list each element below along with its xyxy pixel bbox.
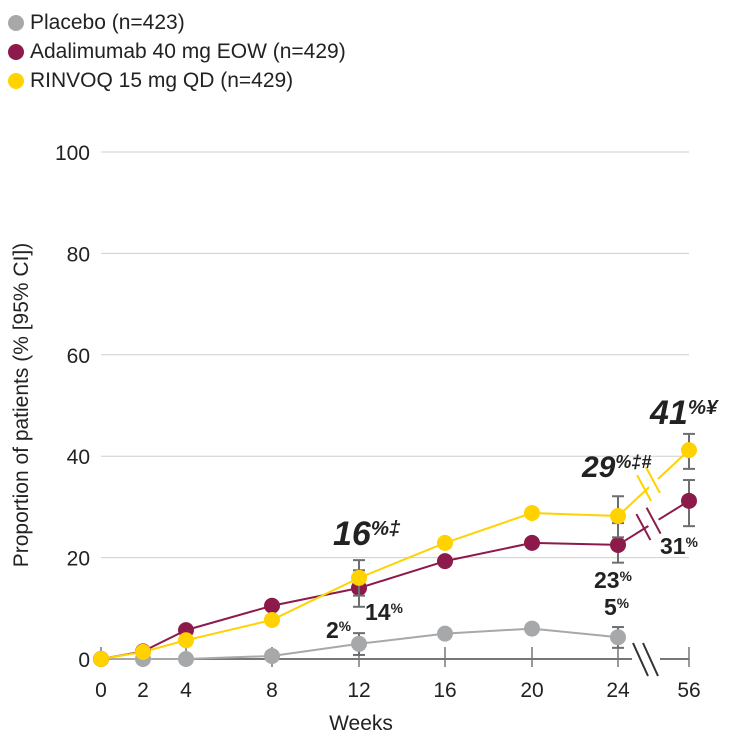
axis-break [632, 642, 649, 677]
data-label: 2% [326, 617, 351, 643]
data-point [437, 534, 453, 551]
series-line [271, 642, 360, 657]
break-mark [645, 466, 661, 494]
data-point [524, 504, 540, 521]
legend-label: Placebo (n=423) [30, 10, 185, 34]
legend-item-placebo: Placebo (n=423) [8, 8, 346, 37]
data-label: 23% [594, 567, 632, 593]
x-axis-label: Weeks [329, 712, 393, 735]
x-tick-label: 2 [137, 679, 149, 702]
x-tick-label: 12 [347, 679, 370, 702]
y-tick-label: 20 [67, 548, 90, 571]
data-point [135, 643, 151, 660]
legend-item-rinvoq: RINVOQ 15 mg QD (n=429) [8, 66, 346, 95]
legend-marker [8, 72, 24, 89]
data-point [351, 569, 367, 586]
series-line [531, 627, 619, 639]
data-point [351, 635, 367, 652]
legend-label: RINVOQ 15 mg QD (n=429) [30, 68, 294, 92]
data-point [681, 492, 697, 509]
series-line [531, 541, 619, 546]
legend: Placebo (n=423) Adalimumab 40 mg EOW (n=… [8, 8, 346, 95]
x-tick-label: 0 [95, 679, 107, 702]
y-axis-label: Proportion of patients (% [95% CI]) [10, 243, 33, 568]
data-point [524, 534, 540, 551]
legend-marker [8, 43, 24, 60]
x-tick-label: 4 [180, 679, 192, 702]
data-point [178, 632, 194, 649]
series-line [444, 512, 533, 544]
data-point [264, 597, 280, 614]
data-point [610, 508, 626, 525]
data-label: 31% [660, 533, 698, 559]
series-line [185, 618, 273, 642]
data-point [264, 647, 280, 664]
data-point [610, 536, 626, 553]
data-point [437, 553, 453, 570]
x-tick-label: 20 [520, 679, 543, 702]
data-point [178, 651, 194, 667]
y-tick-label: 0 [78, 649, 90, 672]
series-line [271, 576, 360, 621]
data-point [524, 620, 540, 637]
axis-break [642, 642, 659, 677]
data-label: 16%‡ [333, 515, 401, 553]
data-point [610, 629, 626, 646]
data-label: 14% [365, 599, 403, 625]
series-line [358, 632, 446, 645]
data-point [93, 651, 109, 667]
series-line [271, 587, 360, 607]
series-line [185, 604, 273, 632]
data-point [437, 625, 453, 642]
y-tick-label: 60 [67, 345, 90, 368]
data-label: 41%¥ [649, 394, 719, 432]
series-line [531, 511, 619, 518]
data-label: 29%‡# [581, 451, 651, 484]
legend-marker [8, 14, 24, 31]
break-mark [635, 513, 652, 541]
series-line [358, 560, 446, 589]
break-mark [636, 474, 652, 502]
break-mark [645, 507, 662, 535]
legend-item-adalimumab: Adalimumab 40 mg EOW (n=429) [8, 37, 346, 66]
series-line [185, 654, 273, 660]
x-tick-label: 16 [433, 679, 456, 702]
x-tick-label: 8 [266, 679, 278, 702]
y-tick-label: 40 [67, 446, 90, 469]
series-line [358, 541, 446, 579]
y-tick-label: 80 [67, 243, 90, 266]
series-line [444, 627, 533, 635]
x-tick-label: 56 [677, 679, 700, 702]
data-label: 5% [604, 594, 629, 620]
x-tick-label: 24 [606, 679, 630, 702]
y-tick-label: 100 [55, 142, 90, 165]
data-point [681, 442, 697, 459]
legend-label: Adalimumab 40 mg EOW (n=429) [30, 39, 346, 63]
series-line [444, 541, 533, 563]
data-point [264, 611, 280, 628]
